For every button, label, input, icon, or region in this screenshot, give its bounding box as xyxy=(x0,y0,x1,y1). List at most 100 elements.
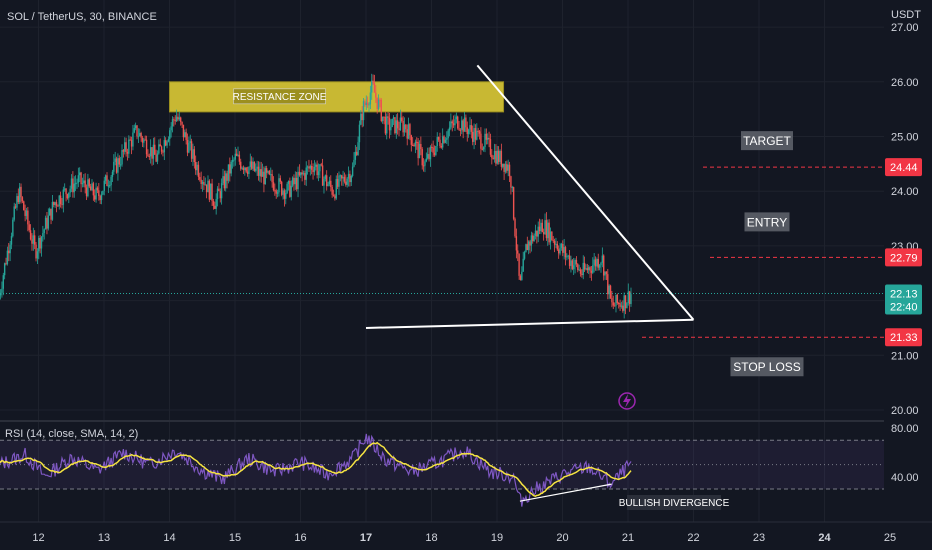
candle-body xyxy=(160,146,163,152)
candle-body xyxy=(589,267,591,271)
candle-body xyxy=(522,258,524,272)
candle-body xyxy=(229,164,231,174)
candle-body xyxy=(87,179,89,197)
candle-body xyxy=(312,169,314,173)
entry-note-bg xyxy=(744,212,790,232)
symbol-title: SOL / TetherUS, 30, BINANCE xyxy=(7,11,157,23)
candle-body xyxy=(225,173,227,189)
candle-body xyxy=(371,80,373,93)
time-tick-label: 20 xyxy=(556,532,568,544)
candle-body xyxy=(6,250,9,265)
candle-body xyxy=(179,117,182,122)
candle-body xyxy=(46,217,48,229)
candle-body xyxy=(155,154,157,162)
candle-body xyxy=(117,158,119,173)
candle-body xyxy=(582,262,584,275)
time-axis[interactable]: 12 13 14 15 16 17 18 19 20 21 22 23 24 25 xyxy=(0,521,932,550)
price-tick-label: 25.00 xyxy=(891,132,919,144)
candle-body xyxy=(130,139,133,147)
candle-body xyxy=(551,231,553,241)
candle-body xyxy=(188,142,190,153)
candle-body xyxy=(611,297,613,303)
candle-body xyxy=(431,146,433,148)
candle-body xyxy=(255,168,257,171)
candle-body xyxy=(27,210,29,225)
candle-body xyxy=(47,215,50,229)
candle-body xyxy=(189,141,191,143)
candle-body xyxy=(270,174,272,176)
candle-body xyxy=(593,259,595,266)
candle-body xyxy=(313,166,316,173)
candle-body xyxy=(100,194,103,201)
alert-icon[interactable] xyxy=(618,392,636,410)
price-axis[interactable]: USDT 20.0021.0022.0023.0024.0025.0026.00… xyxy=(884,0,932,522)
candle-body xyxy=(137,136,140,138)
candle-body xyxy=(403,124,406,133)
candle-body xyxy=(276,192,279,194)
candle-body xyxy=(437,137,440,140)
candle-body xyxy=(504,164,507,172)
target-note-bg xyxy=(741,131,793,151)
candle-body xyxy=(426,154,429,159)
candle-body xyxy=(170,126,172,131)
candle-body xyxy=(578,269,580,271)
candle-body xyxy=(356,151,358,155)
candle-body xyxy=(16,196,18,208)
candle-body xyxy=(568,255,571,266)
candlestick-series xyxy=(0,73,632,319)
bullish-divergence-line[interactable] xyxy=(519,483,612,502)
candle-body xyxy=(279,178,282,182)
candle-body xyxy=(555,243,557,245)
candle-body xyxy=(50,208,52,220)
candle-body xyxy=(376,97,378,109)
candle-body xyxy=(530,235,533,246)
price-tick-label: 20.00 xyxy=(891,405,919,417)
candle-body xyxy=(335,179,337,199)
candle-body xyxy=(136,125,138,137)
candle-body xyxy=(357,142,359,155)
candle-body xyxy=(72,178,74,193)
candle-body xyxy=(95,187,97,200)
candle-body xyxy=(220,183,223,199)
candle-body xyxy=(474,128,477,140)
candle-body xyxy=(373,82,376,93)
resistance-zone[interactable] xyxy=(169,81,505,113)
rsi-line xyxy=(0,433,632,507)
candle-body xyxy=(622,305,624,311)
candle-body xyxy=(195,162,197,171)
candle-body xyxy=(118,158,120,165)
candle-body xyxy=(526,244,528,251)
lightning-icon-ring xyxy=(618,392,636,410)
candle-body xyxy=(77,175,80,183)
candle-body xyxy=(309,165,312,169)
candle-body xyxy=(411,144,414,146)
candle-body xyxy=(310,165,313,170)
candle-body xyxy=(140,133,142,138)
candle-body xyxy=(472,131,474,142)
candle-body xyxy=(421,149,423,166)
candle-body xyxy=(177,116,179,120)
descending-trendline[interactable] xyxy=(476,64,695,321)
currency-label: USDT xyxy=(891,9,921,21)
candle-body xyxy=(542,232,545,235)
support-trendline[interactable] xyxy=(365,318,694,329)
candle-body xyxy=(339,175,342,177)
candle-body xyxy=(197,164,200,177)
candle-body xyxy=(533,235,535,242)
candle-body xyxy=(405,124,407,130)
candle-body xyxy=(300,172,302,176)
candle-body xyxy=(122,150,125,152)
main-pane-background xyxy=(0,0,884,420)
candle-body xyxy=(398,128,400,131)
candle-body xyxy=(609,285,612,298)
candle-body xyxy=(143,139,145,143)
candle-body xyxy=(121,150,123,165)
candle-body xyxy=(175,116,178,122)
candle-body xyxy=(454,119,456,126)
candle-body xyxy=(256,166,258,169)
candle-body xyxy=(515,236,518,251)
candle-body xyxy=(184,132,186,138)
candle-body xyxy=(124,142,126,152)
candle-body xyxy=(204,184,206,186)
candle-body xyxy=(10,236,13,245)
